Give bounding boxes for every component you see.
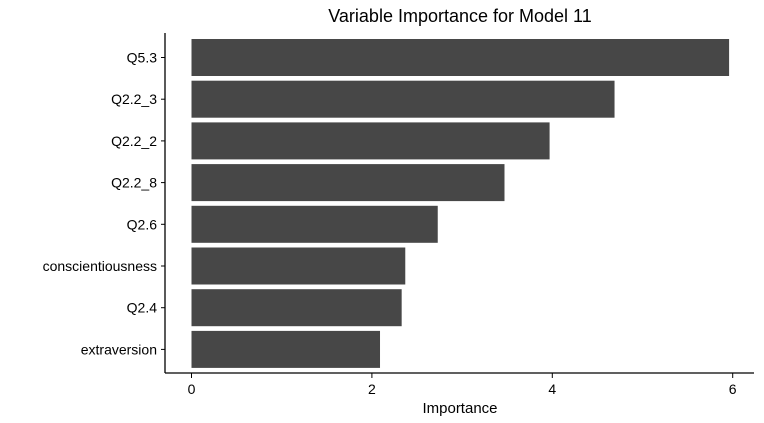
x-tick-label: 2: [368, 381, 376, 397]
x-axis-label: Importance: [422, 400, 497, 417]
y-tick-labels: Q5.3 Q2.2_3 Q2.2_2 Q2.2_8 Q2.6 conscientiousn…: [43, 50, 165, 357]
bar-extraversion: [191, 330, 381, 368]
bar-q2-6: [191, 205, 438, 243]
y-tick-label: Q2.2_3: [111, 91, 157, 107]
y-tick-label: Q2.4: [127, 300, 158, 316]
bar-group: [191, 39, 730, 368]
y-tick-label: extraversion: [81, 341, 157, 357]
x-ticks: 0 2 4 6: [188, 373, 737, 397]
chart-title: Variable Importance for Model 11: [328, 6, 591, 26]
bar-q2-2-2: [191, 122, 550, 160]
x-tick-label: 6: [729, 381, 737, 397]
bar-q2-4: [191, 289, 402, 327]
y-tick-label: conscientiousness: [43, 258, 157, 274]
y-tick-label: Q2.2_8: [111, 175, 157, 191]
bar-q2-2-3: [191, 80, 615, 118]
y-tick-label: Q2.6: [127, 216, 158, 232]
x-tick-label: 0: [188, 381, 196, 397]
bar-q2-2-8: [191, 164, 505, 202]
bar-conscientiousness: [191, 247, 406, 285]
bar-q5-3: [191, 39, 730, 76]
y-tick-label: Q2.2_2: [111, 133, 157, 149]
y-tick-label: Q5.3: [127, 50, 158, 66]
x-tick-label: 4: [548, 381, 556, 397]
